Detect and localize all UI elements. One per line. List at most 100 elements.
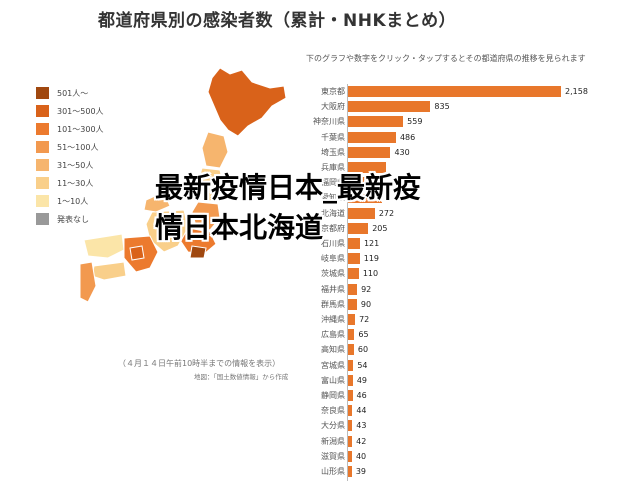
legend-swatch (36, 141, 49, 153)
bar-category-label: 東京都 (321, 87, 345, 96)
legend-item: 301〜500人 (36, 104, 104, 118)
bar[interactable] (348, 222, 369, 234)
bar-value-label: 40 (355, 451, 367, 461)
bar-row[interactable]: 奈良県 44 (300, 403, 367, 418)
bar[interactable] (348, 268, 359, 280)
map-region-kyushu (80, 261, 97, 303)
bar-value-label: 430 (394, 147, 410, 157)
bar-row[interactable]: 岐阜県 119 (300, 251, 379, 266)
legend-swatch (36, 87, 49, 99)
bar-category-label: 滋賀県 (321, 451, 345, 461)
legend-item: 51〜100人 (36, 140, 104, 154)
bar[interactable] (348, 405, 353, 417)
bar-category-label: 大阪府 (321, 102, 345, 112)
chart-axis-line (347, 84, 348, 481)
bar[interactable] (348, 359, 354, 371)
bar-row[interactable]: 北海道 272 (300, 206, 394, 221)
bar-category-label: 石川県 (321, 239, 345, 248)
bar[interactable] (348, 298, 357, 310)
bar[interactable] (348, 146, 391, 158)
bar-row[interactable]: 東京都 2,158 (300, 84, 588, 99)
bar[interactable] (348, 207, 375, 219)
bar-row[interactable]: 新潟県 42 (300, 434, 366, 449)
bar[interactable] (348, 374, 353, 386)
bar-row[interactable]: 千葉県 486 (300, 130, 415, 145)
bar[interactable] (348, 162, 386, 173)
map-region-tokyo (189, 245, 207, 259)
bar[interactable] (348, 131, 396, 143)
bar[interactable] (348, 420, 353, 432)
bar-row[interactable]: 大分県 43 (300, 418, 366, 433)
legend-swatch (36, 123, 49, 135)
bar[interactable] (348, 192, 382, 204)
bar[interactable] (348, 329, 355, 341)
bar-category-label: 茨城県 (321, 269, 345, 279)
bar-value-label: 54 (357, 360, 368, 370)
legend-item: 101〜300人 (36, 122, 104, 136)
bar-category-label: 岐阜県 (321, 254, 345, 264)
bar[interactable] (348, 116, 404, 128)
bar-value-label: 60 (357, 345, 369, 355)
bar-category-label: 神奈川県 (313, 117, 345, 127)
bar-value-label: 835 (434, 102, 450, 112)
map-region-shikoku (91, 261, 127, 281)
legend-swatch (36, 195, 49, 207)
bar[interactable] (348, 344, 354, 356)
bar-value-label: 119 (363, 254, 380, 264)
bar-value-label: 2,158 (565, 87, 588, 96)
map-region-tohoku-mid (197, 167, 225, 203)
bar[interactable] (348, 238, 360, 249)
bar-value-label: 49 (356, 375, 368, 385)
bar-value-label: 39 (355, 467, 367, 476)
legend-label: 501人〜 (57, 88, 89, 98)
bar-row[interactable]: 富山県 49 (300, 373, 367, 388)
legend-swatch (36, 105, 49, 117)
bar-row[interactable]: 石川県 121 (300, 236, 379, 251)
bar-row[interactable]: 広島県 65 (300, 327, 369, 342)
bar-category-label: 奈良県 (321, 406, 345, 416)
legend-swatch (36, 213, 49, 225)
legend-label: 発表なし (57, 214, 89, 224)
bar-category-label: 北海道 (321, 208, 345, 218)
bar-row[interactable]: 大阪府 835 (300, 99, 450, 114)
map-region-chubu (145, 209, 189, 253)
bar[interactable] (348, 101, 431, 113)
bar-row[interactable]: 福井県 92 (300, 282, 371, 297)
bar-category-label: 福岡県 (321, 178, 345, 188)
bar-row[interactable]: 埼玉県 430 (300, 145, 410, 160)
bar-value-label: 486 (399, 132, 416, 142)
bar-row[interactable]: 京都府 205 (300, 221, 388, 236)
japan-map[interactable] (80, 40, 295, 330)
bar[interactable] (348, 435, 353, 447)
bar-row[interactable]: 福岡県 (300, 175, 388, 190)
bar-category-label: 高知県 (321, 345, 345, 355)
bar-row[interactable]: 群馬県 90 (300, 297, 371, 312)
bar[interactable] (348, 177, 385, 189)
bar[interactable] (348, 390, 353, 401)
bar[interactable] (348, 283, 358, 295)
map-region-hokuriku (143, 191, 171, 213)
legend-item: 501人〜 (36, 86, 104, 100)
bar-category-label: 福井県 (321, 284, 345, 294)
bar-row[interactable]: 沖縄県 72 (300, 312, 369, 327)
bar-value-label: 92 (361, 284, 372, 294)
bar[interactable] (348, 314, 356, 325)
bar[interactable] (348, 450, 352, 462)
bar-row[interactable]: 高知県 60 (300, 342, 368, 357)
legend-label: 101〜300人 (57, 124, 104, 134)
bar-row[interactable]: 茨城県 110 (300, 266, 378, 281)
bar[interactable] (348, 253, 360, 265)
legend-item: 発表なし (36, 212, 104, 226)
bar-row[interactable]: 滋賀県 40 (300, 449, 366, 464)
bar-row[interactable]: 愛知県 (300, 190, 386, 205)
bar[interactable] (348, 86, 561, 97)
bar-row[interactable]: 山形県 39 (300, 464, 366, 479)
bar-row[interactable]: 兵庫県 (300, 160, 390, 175)
legend-swatch (36, 177, 49, 189)
bar-row[interactable]: 神奈川県 559 (300, 114, 422, 129)
bar-row[interactable]: 静岡県 46 (300, 388, 367, 403)
bar-value-label: 90 (360, 299, 372, 309)
legend-label: 51〜100人 (57, 142, 99, 152)
bar[interactable] (348, 466, 352, 477)
bar-row[interactable]: 宮城県 54 (300, 358, 368, 373)
